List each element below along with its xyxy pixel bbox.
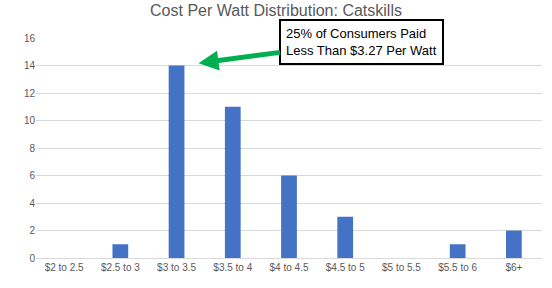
svg-text:8: 8 <box>29 143 35 154</box>
svg-text:$6+: $6+ <box>505 262 522 273</box>
svg-text:$5 to 5.5: $5 to 5.5 <box>382 262 421 273</box>
svg-text:2: 2 <box>29 225 35 236</box>
svg-text:$2.5 to 3: $2.5 to 3 <box>101 262 140 273</box>
svg-text:$4 to 4.5: $4 to 4.5 <box>270 262 309 273</box>
svg-text:$3 to 3.5: $3 to 3.5 <box>157 262 196 273</box>
svg-text:Cost Per Watt Distribution: Ca: Cost Per Watt Distribution: Catskills <box>150 2 402 19</box>
svg-text:4: 4 <box>29 198 35 209</box>
svg-text:16: 16 <box>24 33 36 44</box>
svg-text:10: 10 <box>24 115 36 126</box>
svg-text:$4.5 to 5: $4.5 to 5 <box>326 262 365 273</box>
svg-text:$2 to 2.5: $2 to 2.5 <box>45 262 84 273</box>
svg-text:$3.5 to 4: $3.5 to 4 <box>213 262 252 273</box>
svg-text:12: 12 <box>24 88 36 99</box>
svg-text:14: 14 <box>24 60 36 71</box>
svg-text:0: 0 <box>29 253 35 264</box>
svg-text:25% of Consumers PaidLess Than: 25% of Consumers PaidLess Than $3.27 Per… <box>286 26 437 58</box>
svg-text:$5.5 to 6: $5.5 to 6 <box>438 262 477 273</box>
svg-text:6: 6 <box>29 170 35 181</box>
